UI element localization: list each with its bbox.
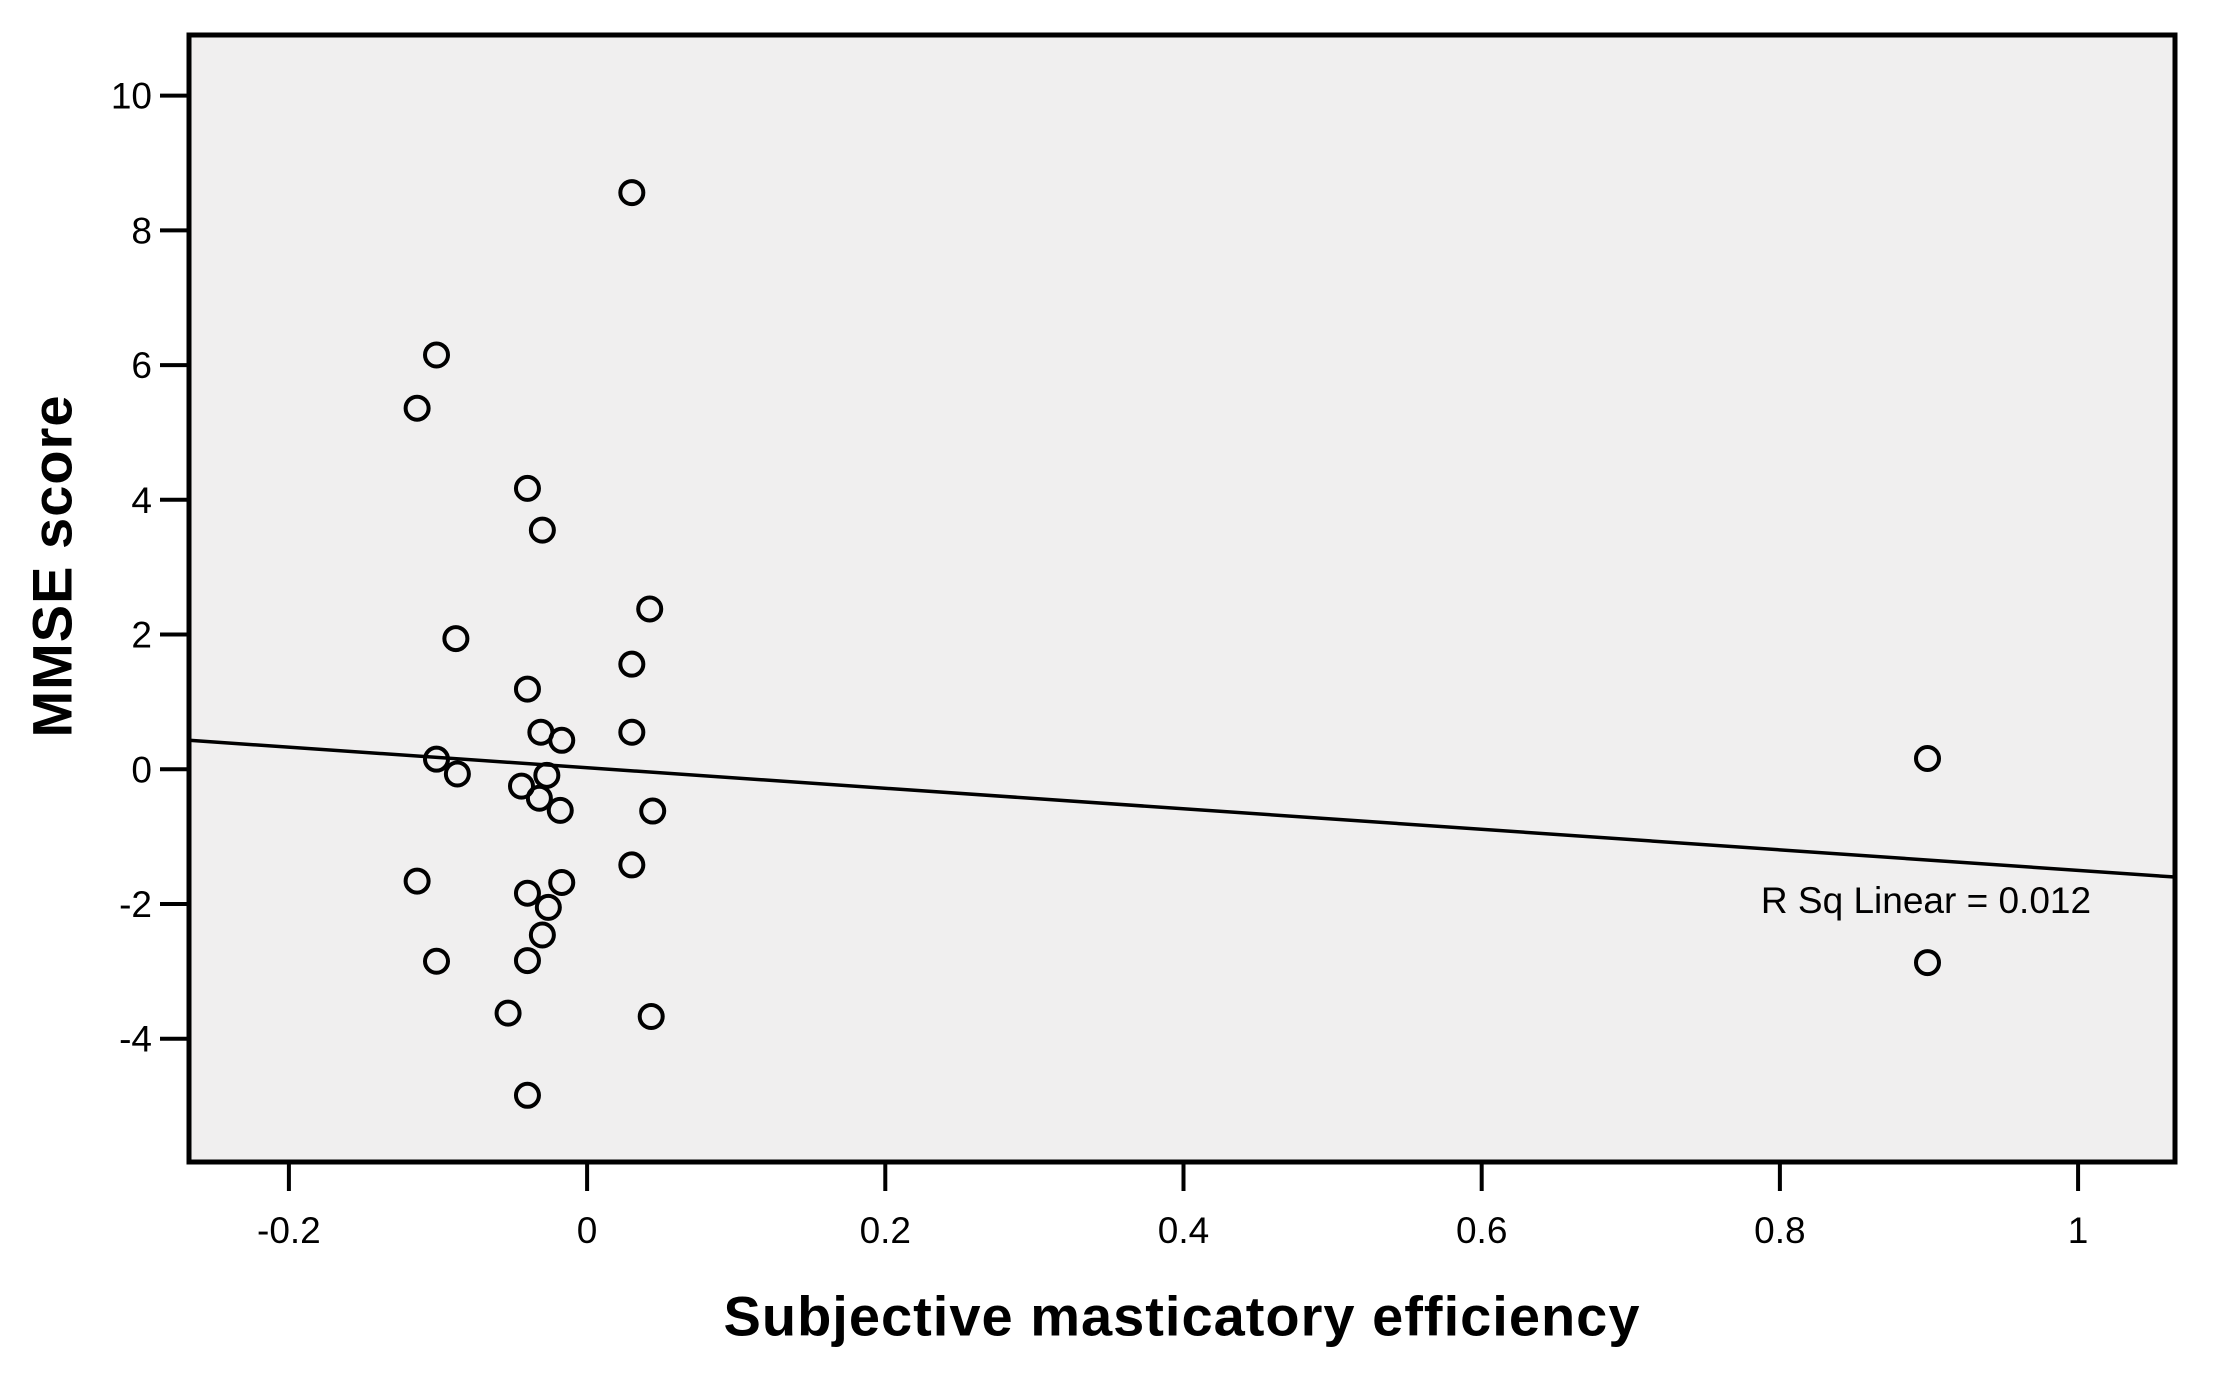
data-point bbox=[639, 797, 667, 825]
data-point bbox=[548, 868, 576, 896]
y-tick-label: 10 bbox=[111, 76, 152, 117]
data-point bbox=[525, 784, 553, 812]
data-point bbox=[513, 947, 541, 975]
x-tick-label: 0.8 bbox=[1754, 1210, 1805, 1251]
data-point bbox=[546, 796, 574, 824]
data-point bbox=[423, 947, 451, 975]
data-point bbox=[533, 761, 561, 789]
y-axis-title: MMSE score bbox=[20, 394, 84, 738]
data-point bbox=[403, 867, 431, 895]
data-point bbox=[636, 595, 664, 623]
y-tick-label: 0 bbox=[131, 749, 152, 790]
data-point bbox=[528, 921, 556, 949]
data-point bbox=[442, 625, 470, 653]
data-point bbox=[513, 675, 541, 703]
plot-area-background bbox=[189, 35, 2175, 1162]
x-tick-label: 1 bbox=[2068, 1210, 2089, 1251]
data-point bbox=[513, 474, 541, 502]
y-tick-label: -4 bbox=[119, 1019, 152, 1060]
data-point bbox=[637, 1002, 665, 1030]
data-point bbox=[548, 726, 576, 754]
data-point bbox=[528, 516, 556, 544]
x-tick-label: 0.2 bbox=[860, 1210, 911, 1251]
y-tick-label: 4 bbox=[131, 480, 152, 521]
y-tick-label: 2 bbox=[131, 615, 152, 656]
data-point bbox=[1913, 949, 1941, 977]
data-point bbox=[423, 745, 451, 773]
data-point bbox=[618, 718, 646, 746]
regression-line bbox=[188, 738, 2176, 879]
y-tick-label: 6 bbox=[131, 345, 152, 386]
data-point bbox=[507, 772, 535, 800]
y-tick-label: 8 bbox=[131, 210, 152, 251]
data-point bbox=[423, 341, 451, 369]
x-axis-title: Subjective masticatory efficiency bbox=[723, 1284, 1641, 1348]
x-tick-label: 0 bbox=[577, 1210, 598, 1251]
x-tick-label: 0.6 bbox=[1456, 1210, 1507, 1251]
data-point bbox=[443, 760, 471, 788]
y-tick-label: -2 bbox=[119, 884, 152, 925]
data-point bbox=[513, 879, 541, 907]
x-tick-label: 0.4 bbox=[1158, 1210, 1209, 1251]
data-point bbox=[618, 851, 646, 879]
data-point bbox=[534, 893, 562, 921]
data-point bbox=[494, 999, 522, 1027]
data-point bbox=[1913, 744, 1941, 772]
data-point bbox=[618, 650, 646, 678]
r-squared-annotation: R Sq Linear = 0.012 bbox=[1760, 880, 2092, 922]
x-tick-label: -0.2 bbox=[257, 1210, 321, 1251]
data-point bbox=[403, 394, 431, 422]
data-point bbox=[618, 179, 646, 207]
data-point bbox=[513, 1081, 541, 1109]
